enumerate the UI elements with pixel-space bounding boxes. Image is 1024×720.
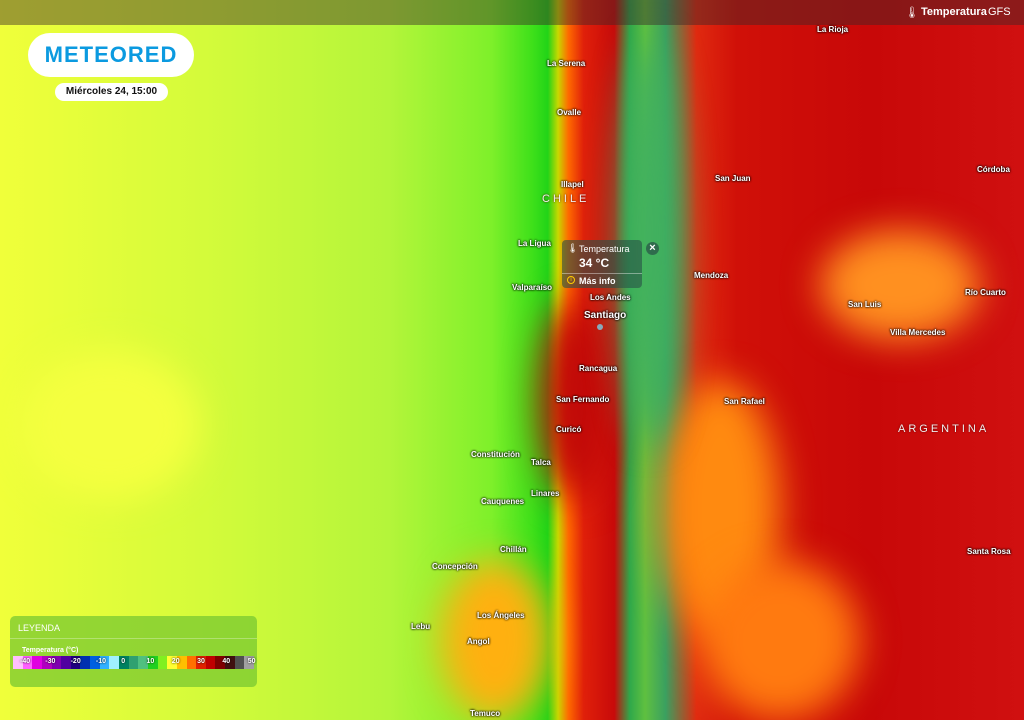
model-selector[interactable]: GFS [988,6,1011,18]
city-label[interactable]: Chillán [500,545,527,554]
city-label[interactable]: Constitución [471,450,520,459]
city-label[interactable]: Illapel [561,180,584,189]
color-swatch [99,656,110,669]
legend-panel: LEYENDA Temperatura (°C) -40 -30 -20 -10 0 10… [10,616,257,687]
color-swatch [167,656,177,669]
color-swatch [138,656,148,669]
meteored-logo[interactable]: METEORED [28,33,194,77]
popup-title: Temperatura [579,244,630,254]
legend-tick: 40 [222,658,231,665]
info-icon: i [567,276,575,284]
city-label[interactable]: Santa Rosa [967,547,1011,556]
legend-tick: -40 [20,658,31,665]
city-label[interactable]: Río Cuarto [965,288,1006,297]
city-label[interactable]: Curicó [556,425,582,434]
city-label[interactable]: Rancagua [579,364,618,373]
close-icon: × [649,242,656,254]
legend-tick: 0 [121,658,126,665]
legend-tick: -30 [45,658,56,665]
city-label[interactable]: Linares [531,489,560,498]
city-label[interactable]: San Juan [715,174,751,183]
color-swatch [109,656,120,669]
color-swatch [119,656,129,669]
legend-tick: 10 [146,658,155,665]
logo-text: METEORED [44,42,178,67]
city-label[interactable]: La Serena [547,59,586,68]
color-swatch [22,656,33,669]
color-swatch [90,656,100,669]
color-swatch [70,656,81,669]
color-swatch [234,656,245,669]
color-swatch [41,656,52,669]
color-swatch [128,656,139,669]
city-label[interactable]: Villa Mercedes [890,328,946,337]
info-popup: 🌡 Temperatura 34 °C i Más info [562,240,642,288]
color-swatch [51,656,62,669]
city-label[interactable]: Los Ángeles [477,611,525,620]
color-swatch [32,656,42,669]
thermometer-icon: 🌡 [905,7,919,19]
color-swatch [244,656,255,669]
city-label[interactable]: San Luis [848,300,882,309]
close-button[interactable]: × [646,242,659,255]
popup-value: 34 °C [579,256,610,270]
legend-tick: -20 [70,658,81,665]
legend-title: LEYENDA [18,623,61,633]
legend-tick: -10 [95,658,107,665]
location-marker[interactable] [597,324,603,330]
city-label[interactable]: San Fernando [556,395,610,404]
city-label[interactable]: Angol [467,637,490,646]
city-label[interactable]: Valparaíso [512,283,553,292]
color-swatch [196,656,206,669]
legend-tick: 20 [171,658,180,665]
city-label[interactable]: Lebu [411,622,431,631]
color-swatch [205,656,216,669]
more-info-link[interactable]: Más info [579,276,616,286]
country-label: ARGENTINA [898,423,990,435]
country-label: CHILE [542,193,590,205]
city-label[interactable]: La Ligua [518,239,551,248]
legend-tick: 50 [247,658,256,665]
color-swatch [186,656,197,669]
city-label[interactable]: Santiago [584,310,627,321]
city-label[interactable]: Los Andes [590,293,631,302]
color-swatch [13,656,23,669]
color-swatch [225,656,235,669]
city-label[interactable]: Córdoba [977,165,1010,174]
color-swatch [176,656,187,669]
color-swatch [147,656,158,669]
color-swatch [215,656,226,669]
city-label[interactable]: Mendoza [694,271,729,280]
legend-tick: 30 [197,658,205,665]
city-label[interactable]: Temuco [470,709,501,718]
city-label[interactable]: Cauquenes [481,497,525,506]
city-label[interactable]: Talca [531,458,551,467]
color-swatch [80,656,91,669]
color-swatch [157,656,168,669]
city-label[interactable]: La Rioja [817,25,849,34]
legend-subtitle: Temperatura (°C) [22,647,79,654]
city-label[interactable]: Ovalle [557,108,582,117]
city-label[interactable]: San Rafael [724,397,765,406]
color-scale [13,656,255,669]
color-swatch [61,656,71,669]
city-label[interactable]: Concepción [432,562,478,571]
date-label[interactable]: Miércoles 24, 15:00 [55,83,168,101]
thermometer-icon: 🌡 [567,243,579,253]
top-bar: 🌡 Temperatura GFS [0,0,1024,25]
layer-selector[interactable]: Temperatura [921,6,987,18]
